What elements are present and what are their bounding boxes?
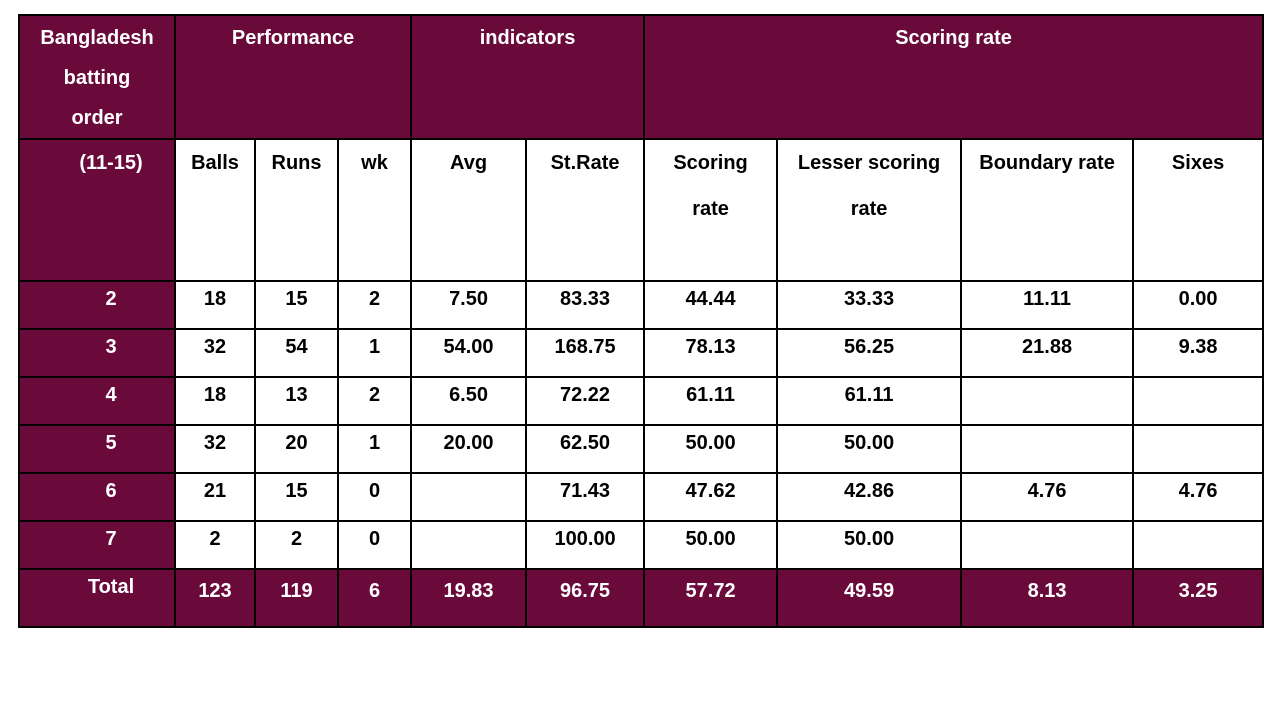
table-row: 4 18 13 2 6.50 72.22 61.11 61.11 xyxy=(18,376,1265,426)
header-scoring-rate-group: Scoring rate xyxy=(643,14,1265,140)
cell-sixes: 9.38 xyxy=(1132,328,1265,378)
cell-lesser-scoring-rate: 61.11 xyxy=(776,376,963,426)
row-label: 2 xyxy=(18,280,176,330)
cell-boundary-rate: 21.88 xyxy=(960,328,1135,378)
row-label: 4 xyxy=(18,376,176,426)
cell-balls: 32 xyxy=(174,424,256,474)
cell-balls: 2 xyxy=(174,520,256,570)
cell-wk: 1 xyxy=(336,424,413,474)
table-row: 5 32 20 1 20.00 62.50 50.00 50.00 xyxy=(18,424,1265,474)
total-boundary-rate: 8.13 xyxy=(960,568,1135,628)
batting-stats-table: Bangladesh batting order Performance ind… xyxy=(18,14,1265,628)
cell-scoring-rate: 44.44 xyxy=(643,280,779,330)
row-label: 3 xyxy=(18,328,176,378)
table-row: 2 18 15 2 7.50 83.33 44.44 33.33 11.11 0… xyxy=(18,280,1265,330)
col-header-boundary-rate: Boundary rate xyxy=(960,138,1135,282)
cell-strate: 71.43 xyxy=(525,472,646,522)
col-header-wk: wk xyxy=(336,138,413,282)
cell-runs: 13 xyxy=(254,376,339,426)
cell-boundary-rate xyxy=(960,520,1135,570)
header-group-row: Bangladesh batting order Performance ind… xyxy=(18,14,1265,140)
cell-sixes xyxy=(1132,520,1265,570)
cell-runs: 54 xyxy=(254,328,339,378)
total-scoring-rate: 57.72 xyxy=(643,568,779,628)
cell-balls: 21 xyxy=(174,472,256,522)
total-avg: 19.83 xyxy=(410,568,528,628)
cell-boundary-rate: 4.76 xyxy=(960,472,1135,522)
cell-runs: 2 xyxy=(254,520,339,570)
cell-avg: 6.50 xyxy=(410,376,528,426)
cell-avg: 7.50 xyxy=(410,280,528,330)
cell-sixes xyxy=(1132,424,1265,474)
col-header-strate: St.Rate xyxy=(525,138,646,282)
cell-avg: 54.00 xyxy=(410,328,528,378)
cell-scoring-rate: 50.00 xyxy=(643,520,779,570)
cell-lesser-scoring-rate: 56.25 xyxy=(776,328,963,378)
col-header-sixes: Sixes xyxy=(1132,138,1265,282)
cell-runs: 20 xyxy=(254,424,339,474)
total-wk: 6 xyxy=(336,568,413,628)
cell-scoring-rate: 50.00 xyxy=(643,424,779,474)
col-header-runs: Runs xyxy=(254,138,339,282)
cell-strate: 62.50 xyxy=(525,424,646,474)
cell-scoring-rate: 78.13 xyxy=(643,328,779,378)
cell-sixes: 0.00 xyxy=(1132,280,1265,330)
table-row: 3 32 54 1 54.00 168.75 78.13 56.25 21.88… xyxy=(18,328,1265,378)
row-label: 5 xyxy=(18,424,176,474)
cell-runs: 15 xyxy=(254,280,339,330)
cell-wk: 0 xyxy=(336,520,413,570)
cell-lesser-scoring-rate: 50.00 xyxy=(776,520,963,570)
cell-balls: 18 xyxy=(174,280,256,330)
total-balls: 123 xyxy=(174,568,256,628)
cell-lesser-scoring-rate: 33.33 xyxy=(776,280,963,330)
col-header-balls: Balls xyxy=(174,138,256,282)
column-header-row: (11-15) Balls Runs wk Avg St.Rate Scorin… xyxy=(18,138,1265,282)
cell-runs: 15 xyxy=(254,472,339,522)
cell-boundary-rate xyxy=(960,376,1135,426)
col-header-avg: Avg xyxy=(410,138,528,282)
cell-avg: 20.00 xyxy=(410,424,528,474)
total-sixes: 3.25 xyxy=(1132,568,1265,628)
header-batting-order: Bangladesh batting order xyxy=(18,14,176,140)
cell-scoring-rate: 47.62 xyxy=(643,472,779,522)
cell-strate: 83.33 xyxy=(525,280,646,330)
table-row: 6 21 15 0 71.43 47.62 42.86 4.76 4.76 xyxy=(18,472,1265,522)
cell-sixes: 4.76 xyxy=(1132,472,1265,522)
total-row: Total 123 119 6 19.83 96.75 57.72 49.59 … xyxy=(18,568,1265,628)
cell-strate: 100.00 xyxy=(525,520,646,570)
row-label: 6 xyxy=(18,472,176,522)
cell-balls: 32 xyxy=(174,328,256,378)
cell-boundary-rate xyxy=(960,424,1135,474)
cell-balls: 18 xyxy=(174,376,256,426)
table-row: 7 2 2 0 100.00 50.00 50.00 xyxy=(18,520,1265,570)
cell-sixes xyxy=(1132,376,1265,426)
cell-avg xyxy=(410,520,528,570)
cell-wk: 2 xyxy=(336,376,413,426)
col-header-scoring-rate: Scoring rate xyxy=(643,138,779,282)
cell-strate: 168.75 xyxy=(525,328,646,378)
cell-wk: 1 xyxy=(336,328,413,378)
col-header-lesser-scoring-rate: Lesser scoring rate xyxy=(776,138,963,282)
row-label: 7 xyxy=(18,520,176,570)
total-label: Total xyxy=(18,568,176,628)
cell-wk: 0 xyxy=(336,472,413,522)
total-strate: 96.75 xyxy=(525,568,646,628)
cell-boundary-rate: 11.11 xyxy=(960,280,1135,330)
cell-strate: 72.22 xyxy=(525,376,646,426)
cell-wk: 2 xyxy=(336,280,413,330)
header-performance: Performance xyxy=(173,14,413,140)
cell-scoring-rate: 61.11 xyxy=(643,376,779,426)
cell-lesser-scoring-rate: 42.86 xyxy=(776,472,963,522)
total-lesser-scoring-rate: 49.59 xyxy=(776,568,963,628)
header-order-range: (11-15) xyxy=(18,138,176,282)
total-runs: 119 xyxy=(254,568,339,628)
cell-lesser-scoring-rate: 50.00 xyxy=(776,424,963,474)
header-indicators: indicators xyxy=(410,14,646,140)
cell-avg xyxy=(410,472,528,522)
